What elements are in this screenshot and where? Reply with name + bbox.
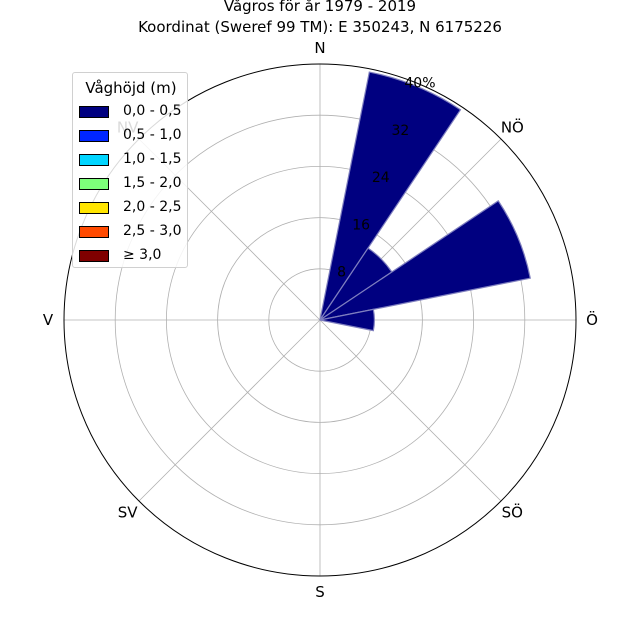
legend-label: 2,0 - 2,5 [123, 199, 182, 215]
direction-label: SV [118, 503, 139, 521]
direction-label: V [43, 311, 54, 329]
legend-item: 0,0 - 0,5 [79, 103, 187, 121]
legend-title: Våghöjd (m) [85, 79, 177, 97]
legend-item: ≥ 3,0 [79, 247, 187, 265]
rose-bar [319, 200, 531, 321]
legend-label: ≥ 3,0 [123, 247, 162, 263]
rose-bar [319, 71, 462, 321]
legend-label: 0,0 - 0,5 [123, 103, 182, 119]
radial-tick-label: 16 [352, 217, 370, 233]
legend-item: 1,0 - 1,5 [79, 151, 187, 169]
direction-label: Ö [586, 310, 598, 329]
legend-swatch [79, 106, 109, 118]
chart-subtitle: Koordinat (Sweref 99 TM): E 350243, N 61… [138, 18, 502, 36]
legend-swatch [79, 250, 109, 262]
legend-label: 1,5 - 2,0 [123, 175, 182, 191]
angular-gridline [138, 319, 321, 502]
radial-tick-label: 32 [391, 123, 409, 139]
legend-swatch [79, 226, 109, 238]
legend-swatch [79, 130, 109, 142]
radial-tick-label: 24 [372, 170, 390, 186]
legend-swatch [79, 178, 109, 190]
direction-label: S [315, 583, 325, 601]
legend-label: 1,0 - 1,5 [123, 151, 182, 167]
legend-label: 2,5 - 3,0 [123, 223, 182, 239]
legend-item: 0,5 - 1,0 [79, 127, 187, 145]
radial-tick-label: 40% [404, 75, 435, 91]
rose-bar [319, 308, 375, 332]
direction-label: NÖ [501, 118, 524, 137]
chart-title: Vågros för år 1979 - 2019 [223, 0, 417, 15]
legend-item: 1,5 - 2,0 [79, 175, 187, 193]
legend: Våghöjd (m) 0,0 - 0,5 0,5 - 1,0 1,0 - 1,… [72, 72, 188, 268]
rose-bars [319, 71, 531, 332]
radial-tick-label: 8 [337, 265, 346, 281]
legend-label: 0,5 - 1,0 [123, 127, 182, 143]
legend-item: 2,5 - 3,0 [79, 223, 187, 241]
angular-gridline [319, 319, 502, 502]
direction-label: SÖ [502, 502, 523, 521]
legend-item: 2,0 - 2,5 [79, 199, 187, 217]
polar-frame [63, 63, 577, 577]
direction-label: N [314, 39, 325, 57]
legend-swatch [79, 154, 109, 166]
legend-swatch [79, 202, 109, 214]
